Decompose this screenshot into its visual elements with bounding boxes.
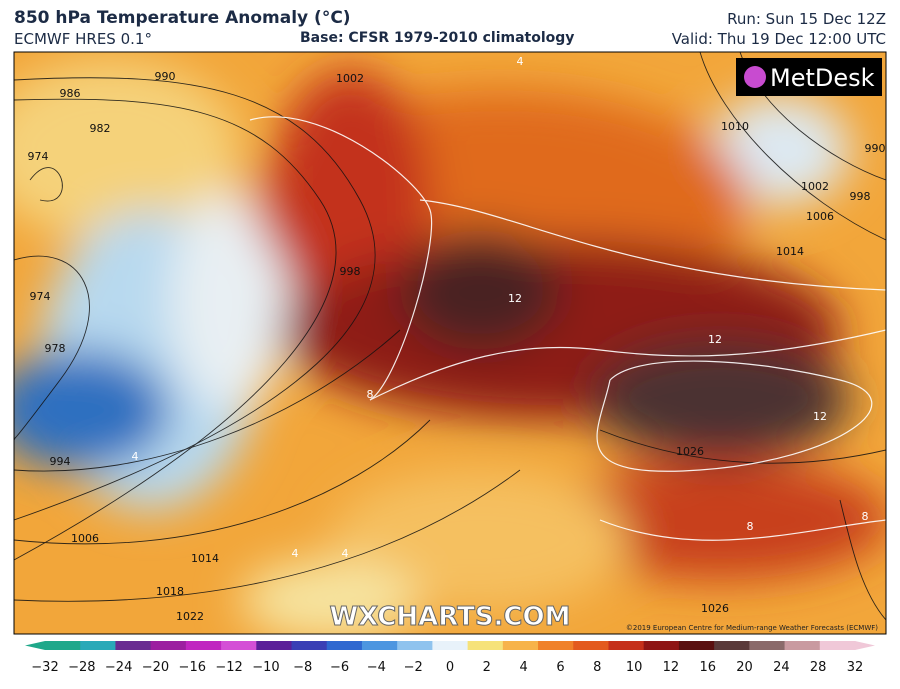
colorbar-label: 12	[663, 660, 680, 675]
colorbar-label: −8	[293, 660, 312, 675]
colorbar-label: 24	[773, 660, 790, 675]
anomaly-label: 8	[367, 388, 374, 401]
isobar-label: 990	[155, 70, 176, 83]
colorbar-swatch	[608, 641, 645, 650]
colorbar-label: 32	[847, 660, 864, 675]
anomaly-label: 4	[342, 547, 349, 560]
isobar-label: 982	[90, 122, 111, 135]
colorbar-swatch	[291, 641, 328, 650]
isobar-label: 1014	[191, 552, 219, 565]
colorbar-swatch	[326, 641, 363, 650]
colorbar-swatch	[361, 641, 398, 650]
colorbar-label: −10	[252, 660, 279, 675]
isobar-label: 1014	[776, 245, 804, 258]
field	[14, 52, 886, 634]
colorbar-label: 28	[810, 660, 827, 675]
colorbar-arrow	[25, 641, 45, 650]
isobar-label: 1022	[176, 610, 204, 623]
colorbar-swatch	[749, 641, 786, 650]
isobar-label: 1018	[156, 585, 184, 598]
colorbar-swatch	[45, 641, 81, 650]
base: Base: CFSR 1979-2010 climatology	[300, 30, 575, 46]
valid: Valid: Thu 19 Dec 12:00 UTC	[671, 30, 886, 48]
isobar-label: 1002	[336, 72, 364, 85]
colorbar-swatch	[432, 641, 469, 650]
isobar-label: 974	[30, 290, 51, 303]
anomaly-label: 4	[132, 450, 139, 463]
colorbar-label: −12	[215, 660, 242, 675]
isobar-label: 998	[850, 190, 871, 203]
colorbar-swatch	[221, 641, 257, 650]
model: ECMWF HRES 0.1°	[14, 30, 152, 48]
colorbar-swatch	[784, 641, 821, 650]
isobar-label: 986	[60, 87, 81, 100]
colorbar-swatch	[502, 641, 539, 650]
isobar-label: 1006	[71, 532, 99, 545]
colorbar-label: 8	[593, 660, 601, 675]
anomaly-label: 4	[517, 55, 524, 68]
logo-icon	[744, 66, 766, 88]
colorbar-label: −32	[31, 660, 58, 675]
isobar-label: 978	[45, 342, 66, 355]
colorbar-label: 0	[446, 660, 454, 675]
colorbar-label: −16	[179, 660, 206, 675]
anomaly-label: 4	[292, 547, 299, 560]
isobar-label: 1026	[676, 445, 704, 458]
isobar-label: 974	[28, 150, 49, 163]
colorbar-label: 10	[626, 660, 643, 675]
isobar-label: 990	[865, 142, 886, 155]
watermark: WXCHARTS.COM	[329, 602, 570, 632]
colorbar-label: −4	[367, 660, 386, 675]
colorbar-swatch	[714, 641, 750, 650]
colorbar-swatch	[80, 641, 116, 650]
colorbar-swatch	[467, 641, 504, 650]
colorbar-label: −28	[68, 660, 95, 675]
colorbar-label: −6	[330, 660, 349, 675]
anomaly-label: 8	[747, 520, 754, 533]
colorbar-swatch	[150, 641, 187, 650]
anomaly-label: 12	[508, 292, 522, 305]
title: 850 hPa Temperature Anomaly (°C)	[14, 8, 351, 28]
anomaly-label: 8	[862, 510, 869, 523]
colorbar-label: 6	[556, 660, 564, 675]
isobar-label: 1026	[701, 602, 729, 615]
colorbar-label: 16	[699, 660, 716, 675]
colorbar-swatch	[819, 641, 856, 650]
copyright: ©2019 European Centre for Medium-range W…	[626, 624, 878, 632]
colorbar-swatch	[538, 641, 574, 650]
colorbar-swatch	[573, 641, 609, 650]
colorbar-label: 2	[483, 660, 491, 675]
colorbar-label: −20	[142, 660, 169, 675]
colorbar-label: 4	[519, 660, 527, 675]
isobar-label: 1006	[806, 210, 834, 223]
colorbar-swatch	[185, 641, 222, 650]
colorbar-label: 20	[736, 660, 753, 675]
run: Run: Sun 15 Dec 12Z	[727, 10, 886, 28]
logo: MetDesk	[770, 64, 875, 92]
colorbar-swatch	[256, 641, 293, 650]
colorbar-swatch	[678, 641, 715, 650]
colorbar-swatch	[115, 641, 152, 650]
colorbar-label: −24	[105, 660, 132, 675]
colorbar-label: −2	[404, 660, 423, 675]
isobar-label: 1010	[721, 120, 749, 133]
anomaly-label: 12	[708, 333, 722, 346]
colorbar-arrow	[855, 641, 875, 650]
isobar-label: 998	[340, 265, 361, 278]
colorbar-swatch	[643, 641, 680, 650]
isobar-label: 1002	[801, 180, 829, 193]
colorbar-swatch	[397, 641, 433, 650]
anomaly-label: 12	[813, 410, 827, 423]
isobar-label: 994	[50, 455, 71, 468]
